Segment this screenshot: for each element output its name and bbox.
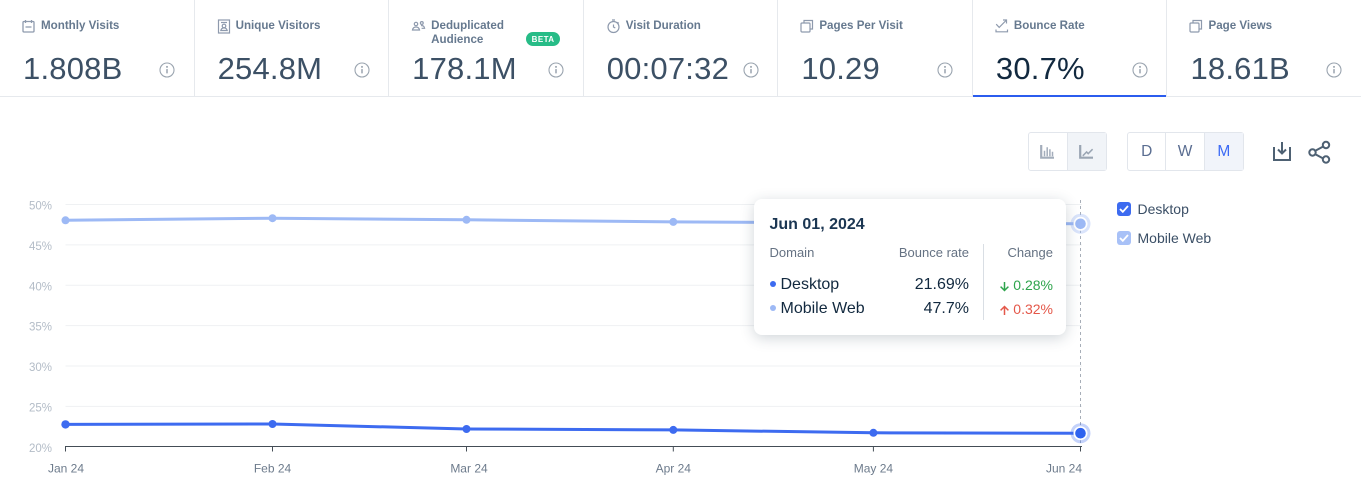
svg-text:May 24: May 24 <box>854 462 894 476</box>
svg-text:Jan 24: Jan 24 <box>48 462 84 476</box>
svg-text:40%: 40% <box>29 281 52 293</box>
svg-text:Apr 24: Apr 24 <box>656 462 692 476</box>
svg-text:45%: 45% <box>29 241 52 253</box>
svg-text:35%: 35% <box>29 322 52 334</box>
svg-text:Mar 24: Mar 24 <box>450 462 488 476</box>
svg-text:25%: 25% <box>29 402 52 414</box>
svg-text:30%: 30% <box>29 362 52 374</box>
svg-text:Feb 24: Feb 24 <box>254 462 292 476</box>
svg-text:Jun 24: Jun 24 <box>1046 462 1082 476</box>
svg-text:20%: 20% <box>29 443 52 455</box>
svg-text:50%: 50% <box>29 201 52 213</box>
